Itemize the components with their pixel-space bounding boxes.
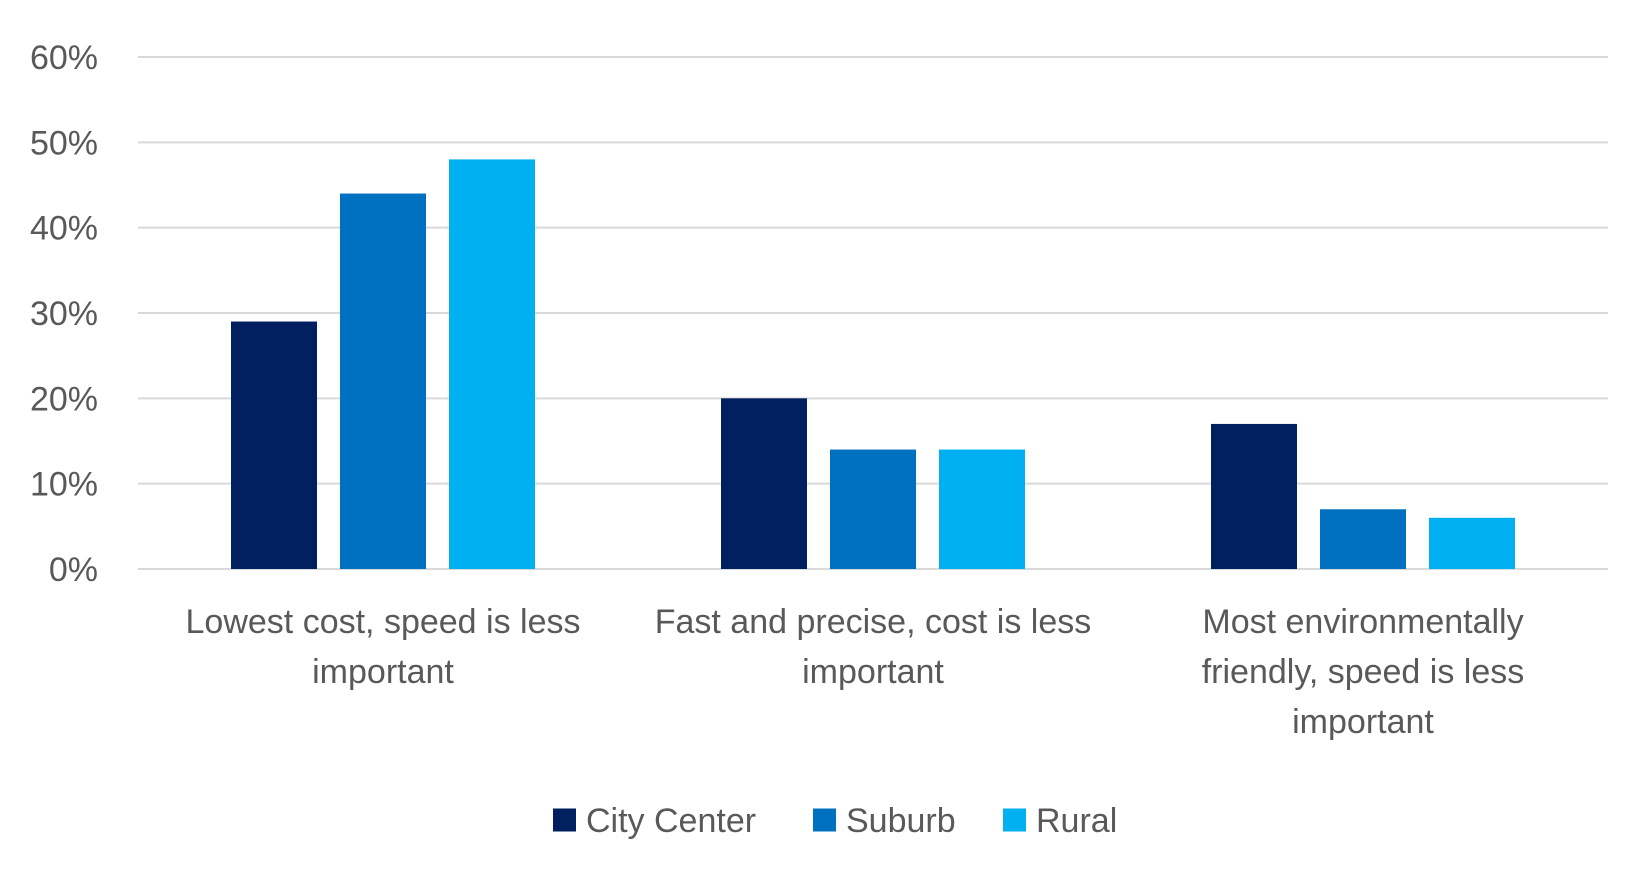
legend-swatch-rural bbox=[1003, 808, 1026, 832]
legend-label: Suburb bbox=[846, 802, 956, 840]
x-category-label: Lowest cost, speed is less important bbox=[186, 603, 581, 691]
x-category-label-line: important bbox=[1292, 703, 1434, 741]
legend-swatch-city-center bbox=[553, 808, 576, 832]
bar-suburb bbox=[830, 449, 916, 569]
y-tick-label: 60% bbox=[30, 39, 98, 77]
bar-rural bbox=[939, 449, 1025, 569]
bar-rural bbox=[1429, 517, 1515, 569]
y-tick-label: 30% bbox=[30, 295, 98, 333]
y-tick-label: 20% bbox=[30, 380, 98, 418]
legend-label: City Center bbox=[586, 802, 756, 840]
y-tick-label: 10% bbox=[30, 466, 98, 504]
legend-label: Rural bbox=[1036, 802, 1117, 840]
x-category-label: Most environmentally friendly, speed is l… bbox=[1202, 603, 1525, 741]
bar-rural bbox=[449, 159, 535, 569]
bars bbox=[231, 159, 1515, 570]
bar-suburb bbox=[1320, 509, 1406, 569]
x-axis-category-labels: Lowest cost, speed is less importantFast … bbox=[186, 603, 1525, 741]
x-category-label-line: Lowest cost, speed is less bbox=[186, 603, 581, 641]
bar-city-center bbox=[1211, 423, 1297, 569]
x-category-label-line: important bbox=[802, 653, 944, 691]
x-category-label-line: Fast and precise, cost is less bbox=[655, 603, 1092, 641]
y-tick-label: 40% bbox=[30, 210, 98, 248]
y-tick-label: 50% bbox=[30, 124, 98, 162]
x-category-label-line: Most environmentally bbox=[1202, 603, 1523, 641]
bar-suburb bbox=[340, 193, 426, 570]
legend: City Center Suburb Rural bbox=[553, 802, 1117, 840]
y-axis-tick-labels: 0% 10% 20% 30% 40% 50% 60% bbox=[30, 39, 98, 589]
bar-city-center bbox=[721, 398, 807, 569]
x-category-label-line: friendly, speed is less bbox=[1202, 653, 1525, 691]
x-category-label-line: important bbox=[312, 653, 454, 691]
y-tick-label: 0% bbox=[49, 551, 98, 589]
legend-swatch-suburb bbox=[813, 808, 836, 832]
bar-city-center bbox=[231, 321, 317, 569]
x-category-label: Fast and precise, cost is less important bbox=[655, 603, 1092, 691]
